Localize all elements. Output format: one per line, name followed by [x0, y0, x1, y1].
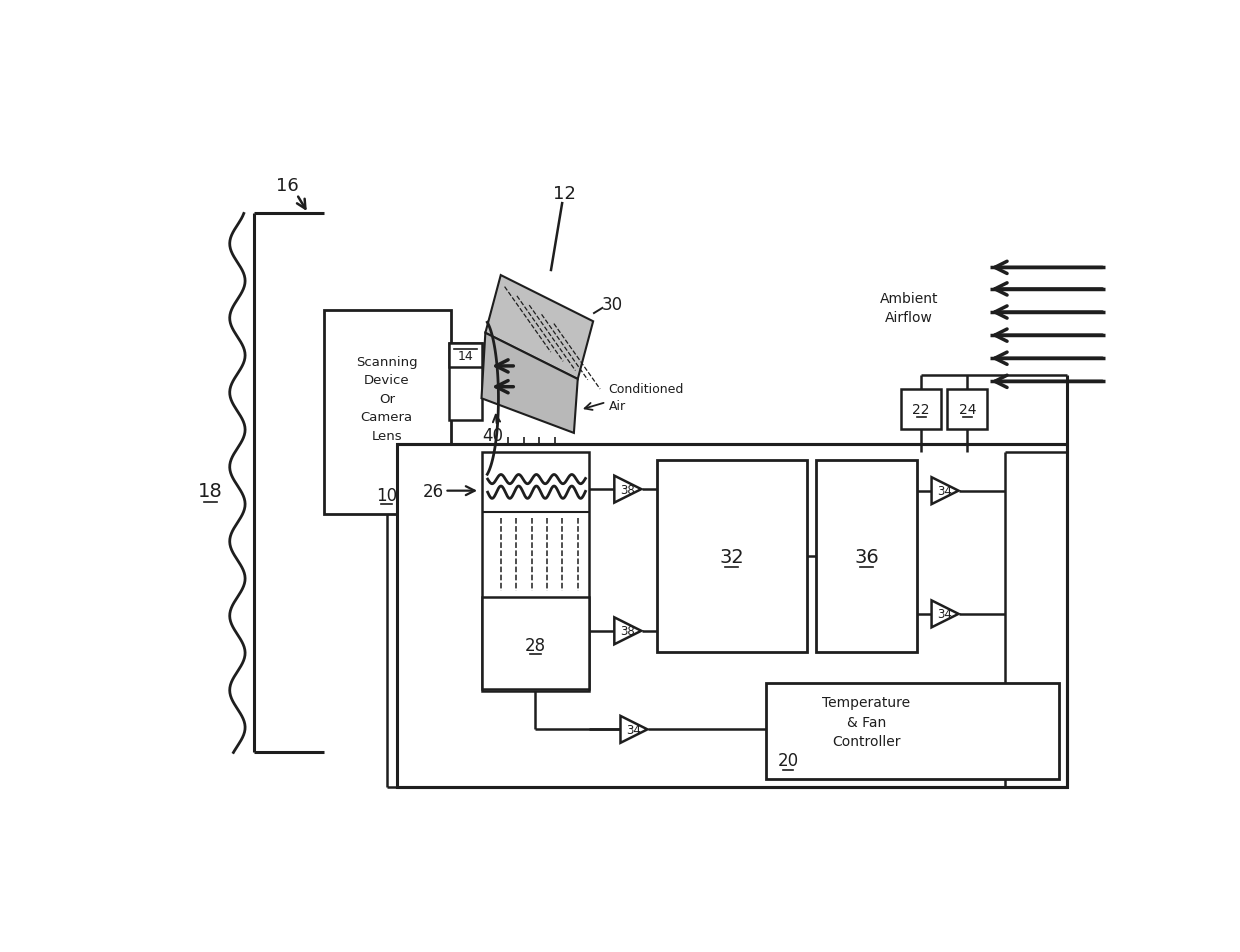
Bar	[657, 461, 807, 653]
Text: 22: 22	[913, 403, 930, 417]
Polygon shape	[481, 333, 578, 433]
Polygon shape	[485, 276, 593, 380]
Text: 10: 10	[376, 486, 397, 504]
Text: Conditioned
Air: Conditioned Air	[609, 383, 684, 412]
Bar	[816, 461, 916, 653]
Bar	[397, 445, 1066, 787]
Text: 24: 24	[959, 403, 976, 417]
Text: 38: 38	[620, 483, 635, 496]
Text: 18: 18	[198, 482, 223, 501]
Bar	[901, 389, 941, 429]
Text: 34: 34	[937, 607, 952, 621]
Bar	[449, 344, 481, 421]
Bar	[947, 389, 987, 429]
Text: 28: 28	[525, 636, 546, 654]
Text: 38: 38	[620, 625, 635, 638]
Text: 40: 40	[482, 426, 503, 445]
Text: 20: 20	[777, 751, 799, 769]
Text: 34: 34	[937, 485, 952, 498]
Bar	[324, 310, 450, 514]
Text: Ambient
Airflow: Ambient Airflow	[879, 292, 939, 325]
Text: Scanning
Device
Or
Camera
Lens: Scanning Device Or Camera Lens	[356, 355, 418, 443]
Text: 30: 30	[601, 296, 622, 314]
Text: 32: 32	[719, 547, 744, 566]
Text: 14: 14	[458, 349, 474, 363]
Text: 16: 16	[277, 177, 299, 195]
Text: Temperature
& Fan
Controller: Temperature & Fan Controller	[822, 695, 910, 748]
Bar	[481, 597, 589, 689]
Bar	[449, 344, 481, 368]
Text: 34: 34	[626, 724, 641, 736]
Text: 26: 26	[423, 482, 444, 500]
Text: 36: 36	[854, 547, 879, 566]
Bar	[481, 453, 589, 691]
Text: 12: 12	[553, 185, 577, 203]
Bar	[766, 684, 1059, 780]
